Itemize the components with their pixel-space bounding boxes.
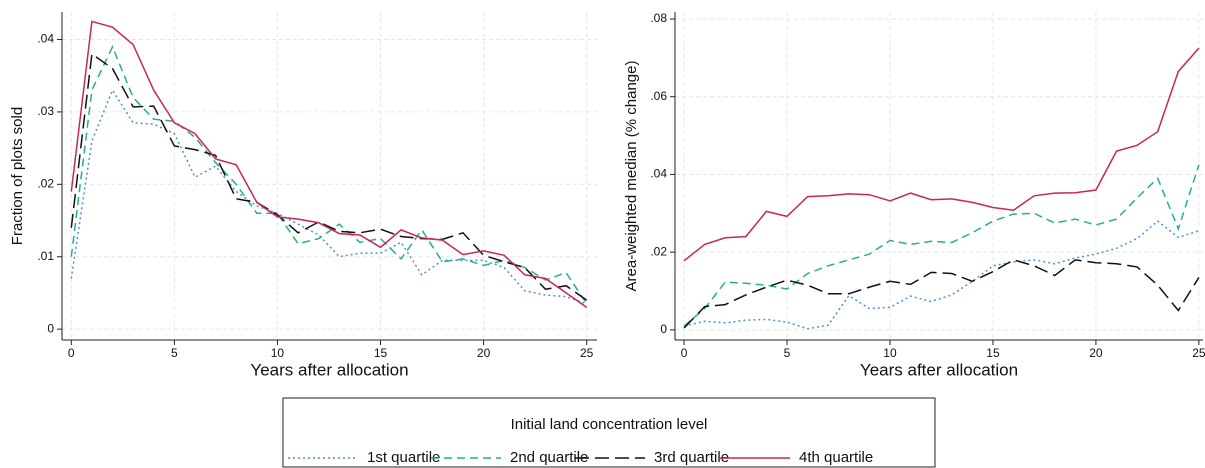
x-tick-label: 5	[784, 346, 791, 360]
legend-title: Initial land concentration level	[511, 416, 708, 433]
y-tick-label: .02	[37, 176, 54, 190]
series-line	[70, 20, 588, 309]
x-tick-label: 15	[374, 346, 388, 360]
x-tick-label: 0	[68, 346, 75, 360]
y-tick-label: .03	[37, 104, 54, 118]
legend-label: 1st quartile	[367, 449, 440, 466]
y-tick-label: .01	[37, 249, 54, 263]
x-tick-label: 20	[1089, 346, 1103, 360]
y-axis-title: Fraction of plots sold	[9, 107, 26, 245]
y-tick-label: 0	[47, 321, 54, 335]
x-tick-label: 10	[883, 346, 897, 360]
x-axis-title: Years after allocation	[250, 360, 408, 379]
series-line	[683, 220, 1200, 330]
series-line	[683, 259, 1200, 329]
series-line	[683, 164, 1200, 327]
y-tick-label: .04	[37, 32, 54, 46]
y-tick-label: 0	[660, 322, 667, 336]
x-tick-label: 0	[681, 346, 688, 360]
x-tick-label: 5	[171, 346, 178, 360]
x-tick-label: 15	[986, 346, 1000, 360]
series-line	[70, 88, 587, 305]
series-line	[683, 47, 1200, 262]
x-tick-label: 25	[1192, 346, 1205, 360]
legend-box	[282, 397, 936, 468]
y-tick-label: .04	[650, 167, 667, 181]
y-tick-label: .08	[650, 11, 667, 25]
y-tick-label: .02	[650, 244, 667, 258]
y-axis-title: Area-weighted median (% change)	[623, 61, 640, 292]
legend-label: 4th quartile	[799, 449, 873, 466]
x-tick-label: 20	[477, 346, 491, 360]
y-tick-label: .06	[650, 89, 667, 103]
series-line	[70, 52, 588, 301]
x-tick-label: 25	[580, 346, 594, 360]
x-axis-title: Years after allocation	[860, 360, 1018, 379]
series-line	[70, 44, 588, 305]
x-tick-label: 10	[271, 346, 285, 360]
legend-label: 2nd quartile	[510, 449, 588, 466]
legend-label: 3rd quartile	[654, 449, 729, 466]
